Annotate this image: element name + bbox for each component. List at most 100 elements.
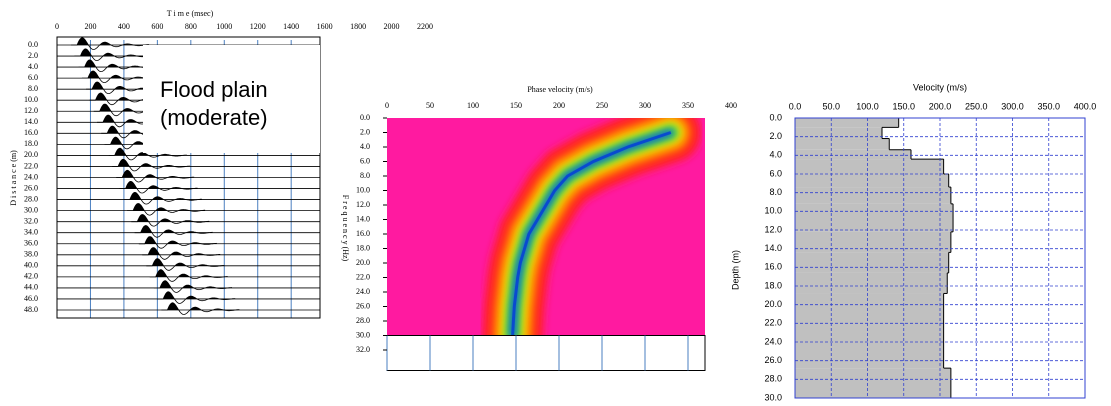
y-axis-label: F r e q u e n c y (Hz)	[341, 195, 350, 262]
x-tick-label: 350.0	[1037, 101, 1060, 111]
layer	[795, 149, 911, 160]
x-axis-label: Phase velocity (m/s)	[527, 85, 593, 94]
y-tick-label: 32.0	[356, 345, 370, 354]
layer	[795, 174, 949, 188]
y-axis-label: Depth (m)	[730, 250, 740, 290]
trace	[131, 214, 210, 227]
heatmap	[482, 118, 701, 336]
trace	[108, 147, 187, 161]
trace	[149, 269, 228, 282]
trace-fill	[138, 236, 217, 244]
trace-fill	[123, 192, 202, 200]
x-tick-label: 300.0	[1001, 101, 1024, 111]
x-tick-label: 400.0	[1074, 101, 1097, 111]
trace-fill	[108, 148, 187, 156]
y-tick-label: 0.0	[28, 40, 38, 49]
x-axis-label: Velocity (m/s)	[913, 82, 967, 92]
lower-frame	[386, 335, 706, 371]
trace	[153, 280, 232, 293]
layer	[795, 159, 944, 174]
layer	[795, 231, 951, 253]
x-tick-label: 150.0	[892, 101, 915, 111]
y-tick-label: 12.0	[356, 200, 370, 209]
trace-fill	[131, 214, 210, 222]
y-tick-label: 10.0	[356, 185, 370, 194]
y-tick-label: 12.0	[24, 106, 38, 115]
y-tick-label: 16.0	[356, 229, 370, 238]
trace-fill	[134, 225, 213, 233]
trace	[138, 236, 217, 249]
y-tick-label: 8.0	[28, 84, 38, 93]
y-tick-label: 20.0	[764, 299, 782, 309]
trace-fill	[112, 159, 191, 167]
y-tick-label: 0.0	[360, 113, 370, 122]
y-tick-label: 36.0	[24, 239, 38, 248]
layer	[795, 203, 954, 232]
y-tick-label: 30.0	[764, 392, 782, 402]
trace-fill	[93, 104, 172, 112]
x-tick-label: 0.0	[789, 101, 802, 111]
trace-fill	[101, 126, 180, 134]
x-tick-label: 400	[725, 101, 737, 110]
x-tick-label: 1400	[283, 22, 299, 31]
trace-fill	[119, 181, 198, 189]
trace-fill	[81, 71, 160, 79]
y-tick-label: 18.0	[764, 280, 782, 290]
x-tick-label: 200	[553, 101, 565, 110]
y-tick-label: 28.0	[24, 194, 38, 203]
y-tick-label: 26.0	[24, 183, 38, 192]
y-tick-label: 14.0	[764, 243, 782, 253]
trace-fill	[78, 59, 157, 68]
y-tick-label: 40.0	[24, 261, 38, 270]
y-tick-label: 46.0	[24, 294, 38, 303]
x-tick-label: 1000	[216, 22, 232, 31]
y-tick-label: 18.0	[24, 139, 38, 148]
y-tick-label: 22.0	[24, 161, 38, 170]
layer	[795, 127, 882, 139]
y-tick-label: 20.0	[24, 150, 38, 159]
trace	[161, 302, 240, 315]
trace	[119, 181, 198, 194]
trace-fill	[146, 258, 225, 266]
x-tick-label: 100	[467, 101, 479, 110]
x-tick-label: 0	[55, 22, 59, 31]
trace-fill	[74, 48, 153, 56]
y-tick-label: 48.0	[24, 305, 38, 314]
y-tick-label: 32.0	[24, 216, 38, 225]
trace	[74, 48, 153, 61]
y-tick-label: 16.0	[764, 262, 782, 272]
y-tick-label: 26.0	[764, 355, 782, 365]
x-axis-label: T i m e (msec)	[167, 9, 214, 18]
x-tick-label: 100.0	[856, 101, 879, 111]
y-tick-label: 12.0	[764, 224, 782, 234]
x-tick-label: 150	[510, 101, 522, 110]
y-tick-label: 34.0	[24, 228, 38, 237]
x-tick-label: 50.0	[822, 101, 840, 111]
trace-fill	[157, 291, 236, 299]
y-tick-label: 28.0	[356, 316, 370, 325]
y-tick-label: 4.0	[28, 62, 38, 71]
x-tick-label: 1200	[250, 22, 266, 31]
trace	[142, 247, 221, 260]
y-axis-label: D i s t a n c e (m)	[9, 150, 18, 206]
x-tick-label: 250	[596, 101, 608, 110]
trace-fill	[86, 82, 165, 90]
annotation: Flood plain	[160, 77, 268, 102]
annotation-box	[143, 45, 320, 153]
plot-frame	[794, 117, 1086, 399]
y-tick-label: 24.0	[24, 172, 38, 181]
y-tick-label: 8.0	[769, 187, 782, 197]
y-tick-label: 4.0	[360, 142, 370, 151]
x-tick-label: 400	[118, 22, 130, 31]
trace	[134, 225, 213, 238]
trace	[146, 258, 225, 271]
x-tick-label: 350	[682, 101, 694, 110]
y-tick-label: 6.0	[28, 73, 38, 82]
trace-fill	[149, 269, 228, 277]
x-tick-label: 200.0	[929, 101, 952, 111]
trace	[112, 158, 191, 172]
y-tick-label: 38.0	[24, 250, 38, 259]
y-tick-label: 30.0	[356, 330, 370, 339]
y-tick-label: 6.0	[769, 168, 782, 178]
trace-fill	[153, 280, 232, 288]
